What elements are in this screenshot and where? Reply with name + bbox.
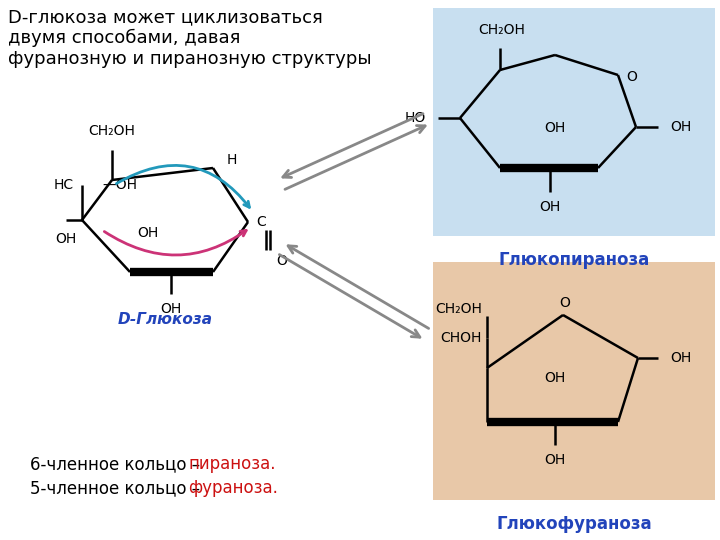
Text: OH: OH — [161, 302, 181, 316]
Text: CH₂OH: CH₂OH — [89, 124, 135, 138]
Text: фураноза.: фураноза. — [188, 479, 278, 497]
Text: Глюкопираноза: Глюкопираноза — [498, 251, 649, 269]
Text: CH₂OH: CH₂OH — [435, 302, 482, 316]
Text: OH: OH — [544, 453, 566, 467]
Text: OH: OH — [670, 120, 691, 134]
Text: OH: OH — [539, 200, 561, 214]
Text: HC: HC — [54, 178, 74, 192]
Text: OH: OH — [670, 351, 691, 365]
Text: OH: OH — [138, 226, 158, 240]
Text: D-глюкоза может циклизоваться
двумя способами, давая
фуранозную и пиранозную стр: D-глюкоза может циклизоваться двумя спос… — [8, 8, 372, 68]
Bar — [433, 262, 715, 500]
Text: OH: OH — [55, 232, 76, 246]
Text: O: O — [626, 70, 637, 84]
Text: OH: OH — [544, 371, 566, 385]
Text: H: H — [227, 153, 238, 167]
Text: C: C — [256, 215, 266, 229]
Text: 6-членное кольцо –: 6-членное кольцо – — [30, 455, 205, 473]
Text: CH₂OH: CH₂OH — [479, 23, 526, 37]
Text: D-Глюкоза: D-Глюкоза — [117, 312, 212, 327]
Text: 5-членное кольцо –: 5-членное кольцо – — [30, 479, 205, 497]
Text: —OH: —OH — [102, 178, 137, 192]
Bar — [433, 8, 715, 236]
Text: O: O — [559, 296, 570, 310]
Text: CHOH: CHOH — [441, 331, 482, 345]
Text: O: O — [276, 254, 287, 268]
Text: HO: HO — [405, 111, 426, 125]
Text: OH: OH — [544, 121, 566, 135]
Text: Глюкофураноза: Глюкофураноза — [496, 515, 652, 533]
Text: пираноза.: пираноза. — [188, 455, 276, 473]
